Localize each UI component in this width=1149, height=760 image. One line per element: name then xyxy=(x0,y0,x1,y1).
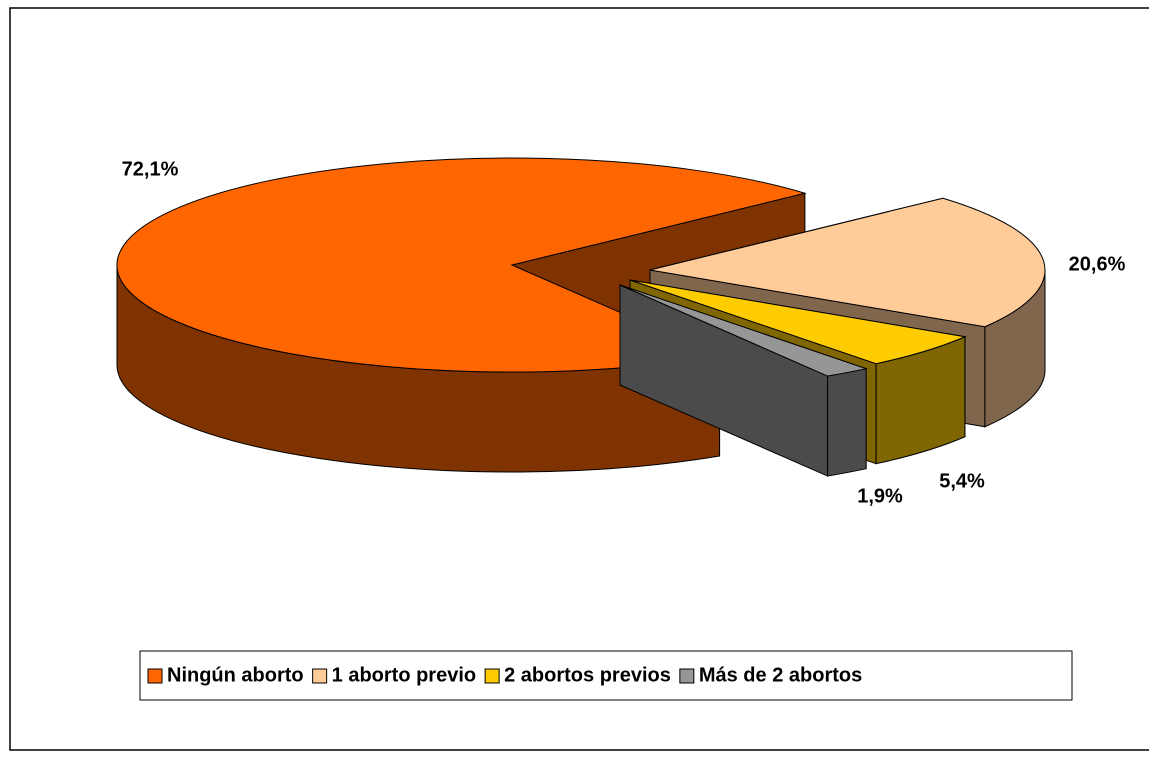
data-label: 20,6% xyxy=(1069,253,1126,275)
legend-label: 2 abortos previos xyxy=(504,664,671,686)
slice xyxy=(619,284,868,477)
legend-swatch xyxy=(679,668,695,684)
data-label: 72,1% xyxy=(122,158,179,180)
legend-swatch xyxy=(484,668,500,684)
legend: Ningún aborto 1 aborto previo 2 abortos pr… xyxy=(147,664,862,686)
slice-outer-wall xyxy=(827,368,867,477)
data-label: 1,9% xyxy=(857,485,903,507)
legend-label: 1 aborto previo xyxy=(332,664,476,686)
legend-label: Más de 2 abortos xyxy=(699,664,862,686)
legend-swatch xyxy=(147,668,163,684)
legend-box xyxy=(139,650,1073,701)
slice-top xyxy=(619,284,868,377)
pie xyxy=(116,157,1046,477)
legend-label: Ningún aborto xyxy=(167,664,304,686)
legend-swatch xyxy=(312,668,328,684)
slice-top xyxy=(649,197,1046,328)
data-label: 5,4% xyxy=(939,470,985,492)
slice-top xyxy=(629,279,967,365)
